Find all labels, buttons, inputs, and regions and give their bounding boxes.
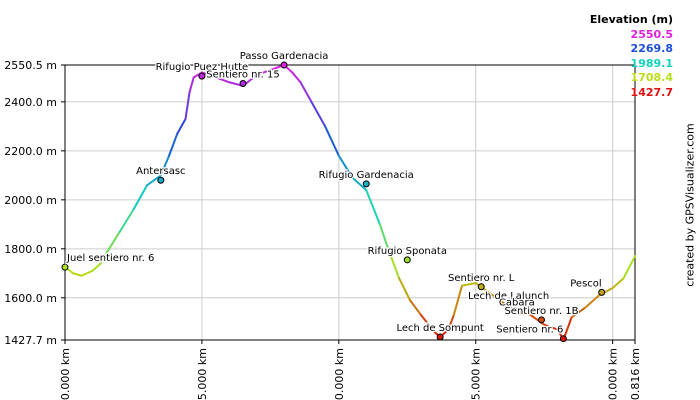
legend-entry: 1708.4 <box>630 71 673 84</box>
waypoint-label: Sentiero nr. 15 <box>206 69 280 80</box>
waypoint-label: Cabara <box>499 297 535 308</box>
y-axis-ticks: 1427.7 m 1600.0 m 1800.0 m 2000.0 m 2200.0 m… <box>4 59 65 347</box>
waypoint-label: Lech de Lalunch <box>468 291 549 302</box>
profile-segment <box>188 76 195 94</box>
profile-segment <box>324 125 340 157</box>
profile-segment <box>409 299 422 316</box>
waypoint-label: Antersasc <box>136 166 185 177</box>
profile-segment <box>378 223 390 250</box>
profile-segment <box>387 247 401 280</box>
waypoint-label: Juel sentiero nr. 6 <box>66 253 154 264</box>
waypoint-marker <box>61 263 69 271</box>
profile-segment <box>351 176 368 192</box>
profile-segment <box>105 230 121 255</box>
plot-frame <box>64 64 636 341</box>
profile-segment <box>452 284 464 316</box>
x-tick-label: 15.000 km <box>470 348 483 400</box>
y-tick-label: 2200.0 m <box>4 145 57 158</box>
profile-segment <box>398 277 412 302</box>
waypoint-marker <box>239 79 247 87</box>
waypoint-label: Lech de Sompunt <box>396 323 483 334</box>
elevation-legend: Elevation (m) 2550.5 2269.8 1989.1 1708.4 14… <box>590 13 673 100</box>
y-tick-label: 1800.0 m <box>4 243 57 256</box>
waypoint-marker <box>505 301 513 309</box>
profile-segment <box>72 272 83 277</box>
profile-segment <box>461 282 477 287</box>
waypoint-marker <box>477 283 485 291</box>
profile-segment <box>99 252 108 265</box>
grid-lines <box>64 64 636 341</box>
waypoint-label: Sentiero nr. L <box>448 273 515 284</box>
profile-segment <box>365 189 381 226</box>
profile-segment <box>584 294 600 309</box>
x-tick-label: 20.000 km <box>607 348 620 400</box>
x-tick-label: 10.000 km <box>333 348 346 400</box>
profile-segment <box>184 91 191 121</box>
y-tick-label: 2000.0 m <box>4 194 57 207</box>
legend-entries: 2550.5 2269.8 1989.1 1708.4 1427.7 <box>590 28 673 101</box>
waypoint-label: Rifugio Gardenacia <box>319 170 414 181</box>
profile-segment <box>132 184 149 211</box>
waypoint-marker <box>403 256 411 264</box>
legend-title: Elevation (m) <box>589 13 673 26</box>
waypoint-markers: Juel sentiero nr. 6 Antersasc Rifugio Puez… <box>61 50 606 343</box>
profile-segment <box>159 154 171 177</box>
waypoint-marker <box>436 333 444 341</box>
waypoint-marker <box>157 176 165 184</box>
legend-entry: 2550.5 <box>630 27 673 41</box>
profile-segment <box>291 71 302 84</box>
x-tick-label: 5.000 km <box>196 348 209 400</box>
waypoint-marker <box>513 307 521 315</box>
profile-segment <box>337 154 354 179</box>
profile-segment <box>91 262 102 272</box>
profile-segment <box>299 81 313 103</box>
waypoint-marker <box>362 180 370 188</box>
profile-segment <box>488 291 505 304</box>
profile-segment <box>447 313 455 331</box>
legend-entry: 2269.8 <box>630 42 673 55</box>
profile-segment <box>146 174 162 187</box>
elevation-profile-line <box>64 64 636 341</box>
profile-segment <box>622 255 636 280</box>
waypoint-label: Rifugio Sponata <box>368 246 447 257</box>
y-tick-label: 1427.7 m <box>4 334 57 347</box>
profile-segment <box>176 118 187 135</box>
profile-segment <box>611 277 625 290</box>
waypoint-marker <box>559 335 567 343</box>
waypoint-marker <box>198 72 206 80</box>
plot-border <box>64 64 636 341</box>
waypoint-label: Rifugio Puez Hutte <box>156 62 249 73</box>
profile-segment <box>543 323 559 331</box>
waypoint-label: Pescol <box>570 278 601 289</box>
waypoint-label: Passo Gardenacia <box>240 51 329 62</box>
legend-entry: 1989.1 <box>630 56 673 70</box>
waypoint-label: Sentiero nr. 1B <box>504 306 578 317</box>
profile-segment <box>214 76 231 84</box>
profile-segment <box>255 69 272 76</box>
waypoint-marker <box>280 61 288 69</box>
waypoint-marker <box>598 288 606 296</box>
waypoint-label: Sentiero nr. 6 <box>496 325 563 336</box>
profile-segment <box>419 313 436 334</box>
waypoint-marker <box>537 316 545 324</box>
credit-text: created by GPSVisualizer.com <box>683 123 697 287</box>
y-tick-label: 1600.0 m <box>4 292 57 305</box>
profile-segment <box>168 132 179 157</box>
profile-segment <box>570 306 587 319</box>
profile-segment <box>200 71 217 79</box>
profile-segment <box>310 100 327 128</box>
y-tick-label: 2400.0 m <box>4 96 57 109</box>
x-tick-label: 20.816 km <box>629 348 642 400</box>
x-tick-label: 0.000 km <box>59 348 72 400</box>
y-tick-label: 2550.5 m <box>4 59 57 72</box>
profile-segment <box>118 208 135 233</box>
profile-segment <box>80 269 94 277</box>
x-axis-ticks: 0.000 km 5.000 km 10.000 km 15.000 km 20.000… <box>59 340 642 400</box>
legend-entry: 1427.7 <box>630 85 673 99</box>
